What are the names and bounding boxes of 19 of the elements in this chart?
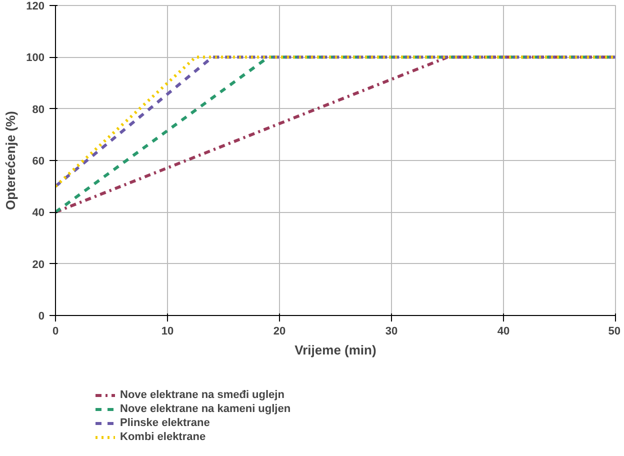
y-tick-label: 40 [32, 207, 45, 220]
y-axis-title: Opterećenje (%) [3, 111, 18, 210]
y-tick-label: 80 [32, 104, 45, 116]
y-tick-label: 100 [26, 52, 45, 64]
x-tick-label: 20 [273, 326, 286, 338]
y-tick-label: 20 [32, 258, 45, 271]
x-tick-label: 40 [497, 326, 510, 338]
legend-label: Nove elektrane na kameni ugljen [120, 402, 291, 416]
x-tick-label: 30 [385, 326, 398, 338]
x-tick-label: 50 [608, 326, 621, 338]
legend-label: Plinske elektrane [120, 416, 210, 430]
x-tick-label: 10 [161, 326, 174, 338]
legend-label: Kombi elektrane [120, 430, 206, 444]
y-tick-label: 0 [38, 310, 45, 322]
y-tick-label: 60 [32, 156, 45, 168]
legend-label: Nove elektrane na smeđi uglejn [120, 388, 284, 402]
x-axis-title: Vrijeme (min) [294, 342, 376, 358]
x-tick-label: 0 [52, 326, 59, 338]
y-tick-label: 120 [26, 0, 45, 12]
